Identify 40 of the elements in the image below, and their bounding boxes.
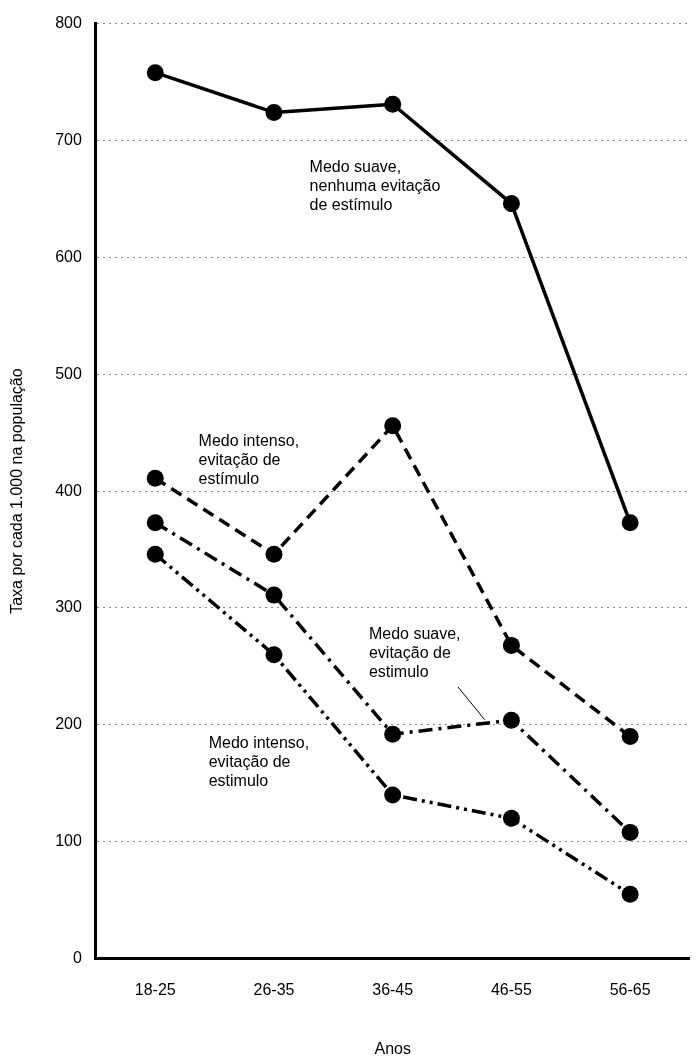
point — [265, 545, 283, 563]
point — [621, 728, 639, 746]
series-label: Medo intenso, evitação de estimulo — [208, 734, 310, 790]
y-tick-label: 800 — [55, 14, 82, 32]
x-axis-title: Anos — [374, 1039, 411, 1057]
point — [621, 823, 639, 841]
series-label: Medo suave, evitação de estimulo — [368, 625, 461, 681]
series-label: Medo intenso, evitação de estímulo — [198, 431, 300, 487]
point — [384, 95, 402, 113]
x-tick-label: 26-35 — [253, 980, 295, 998]
y-tick-label: 0 — [72, 949, 82, 967]
point — [621, 514, 639, 532]
point — [146, 64, 164, 82]
point — [265, 586, 283, 604]
point — [502, 636, 520, 654]
point — [502, 195, 520, 213]
point — [502, 711, 520, 729]
x-tick-label: 18-25 — [134, 980, 176, 998]
y-tick-label: 100 — [55, 832, 82, 850]
point — [265, 103, 283, 121]
point — [146, 545, 164, 563]
y-tick-label: 600 — [55, 247, 82, 265]
point — [384, 725, 402, 743]
y-tick-label: 200 — [55, 715, 82, 733]
point — [384, 417, 402, 435]
y-axis-title: Taxa por cada 1.000 na população — [8, 368, 26, 614]
y-tick-label: 500 — [55, 364, 82, 382]
point — [265, 646, 283, 664]
point — [384, 786, 402, 804]
point — [621, 885, 639, 903]
y-tick-label: 400 — [55, 481, 82, 499]
x-tick-label: 46-55 — [490, 980, 532, 998]
point — [146, 469, 164, 487]
series-label: Medo suave, nenhuma evitação de estímulo — [309, 157, 441, 213]
point — [146, 514, 164, 532]
x-tick-label: 56-65 — [609, 980, 651, 998]
point — [502, 809, 520, 827]
y-tick-label: 700 — [55, 130, 82, 148]
x-tick-label: 36-45 — [372, 980, 414, 998]
y-tick-label: 300 — [55, 598, 82, 616]
